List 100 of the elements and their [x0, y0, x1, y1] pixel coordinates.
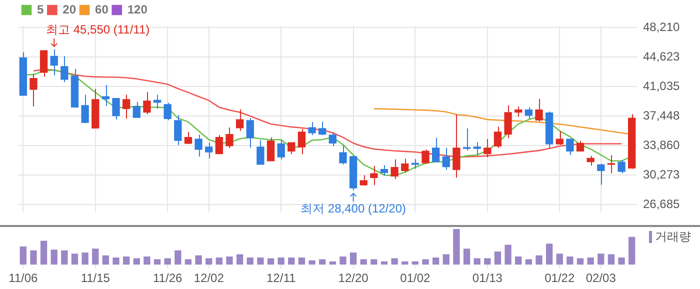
- candlestick: [411, 158, 420, 170]
- x-tick-label: 01/02: [400, 271, 431, 286]
- bar: [402, 261, 408, 265]
- x-tick-label: 12/20: [338, 271, 369, 286]
- bar: [61, 250, 68, 265]
- y-tick-label: 37,448: [643, 108, 680, 122]
- candlestick: [504, 104, 512, 139]
- bar: [432, 258, 440, 265]
- x-tick-label: 02/03: [586, 271, 616, 286]
- bar: [598, 254, 604, 265]
- legend-label: 20: [62, 2, 76, 16]
- bar: [144, 256, 150, 265]
- candlestick: [618, 160, 626, 174]
- bar: [536, 255, 542, 265]
- bar: [122, 256, 130, 265]
- y-tick-label: 44,623: [643, 49, 680, 64]
- bar: [463, 248, 470, 265]
- bar: [412, 261, 419, 265]
- candlestick: [422, 149, 430, 164]
- candlestick: [256, 140, 264, 165]
- x-tick-label: 12/11: [266, 271, 296, 286]
- x-tick-label: 01/13: [472, 271, 503, 286]
- x-tick-label: 12/02: [194, 271, 224, 286]
- candlestick: [143, 92, 151, 115]
- bar: [246, 258, 254, 265]
- y-tick-label: 48,210: [643, 20, 680, 34]
- bar: [164, 258, 171, 265]
- bar: [133, 258, 140, 265]
- legend-label: 거래량: [655, 229, 691, 244]
- bar: [556, 254, 563, 265]
- candlestick: [194, 134, 202, 157]
- candlestick: [81, 94, 89, 124]
- bar: [278, 258, 284, 265]
- bar: [546, 244, 553, 265]
- candlestick: [226, 127, 234, 149]
- bar: [71, 254, 78, 265]
- bar: [40, 240, 48, 265]
- bar: [329, 261, 336, 265]
- bar: [226, 256, 233, 265]
- bar: [587, 258, 594, 265]
- bar: [20, 246, 26, 265]
- bar: [236, 254, 244, 265]
- y-tick-label: 30,273: [643, 167, 680, 182]
- bar: [422, 259, 429, 265]
- bar: [608, 254, 615, 265]
- bar: [174, 250, 182, 265]
- y-tick-label: 41,035: [643, 78, 680, 93]
- bar: [453, 229, 460, 265]
- bar: [515, 256, 522, 265]
- bar: [525, 259, 532, 265]
- bar: [340, 256, 346, 265]
- bar: [350, 252, 357, 265]
- y-tick-label: 33,860: [643, 138, 680, 152]
- candlestick: [205, 142, 213, 159]
- candlestick: [30, 73, 38, 107]
- bar: [474, 258, 480, 265]
- candlestick: [390, 158, 398, 180]
- candlestick: [277, 140, 285, 160]
- bar: [442, 254, 450, 265]
- bar: [288, 258, 295, 265]
- bar: [360, 259, 367, 265]
- bar: [102, 255, 110, 265]
- bar: [184, 259, 192, 265]
- bar: [576, 258, 584, 265]
- bar: [484, 258, 491, 265]
- candlestick: [462, 128, 471, 152]
- bar: [195, 255, 202, 265]
- x-tick-label: 11/15: [80, 271, 110, 286]
- candlestick: [370, 165, 378, 186]
- bar: [267, 258, 274, 265]
- bar: [30, 250, 37, 265]
- candlestick: [535, 98, 543, 122]
- candlestick: [473, 142, 481, 156]
- candlestick: [112, 98, 120, 120]
- candlestick: [339, 144, 347, 165]
- x-tick-label: 01/22: [544, 271, 575, 286]
- candlestick: [60, 56, 68, 83]
- bar: [628, 236, 636, 265]
- bar: [566, 256, 574, 265]
- bar: [92, 248, 99, 265]
- bar: [298, 258, 306, 265]
- candlestick: [566, 138, 574, 156]
- bar: [319, 259, 326, 265]
- y-tick-label: 26,685: [643, 196, 680, 211]
- bar: [504, 244, 512, 265]
- bar: [154, 259, 161, 265]
- candlestick: [102, 84, 110, 106]
- legend-label: 120: [127, 2, 148, 16]
- bar: [494, 251, 502, 265]
- bar: [391, 258, 398, 265]
- bar: [370, 259, 378, 265]
- candlestick: [556, 130, 564, 146]
- x-tick-label: 11/26: [153, 271, 182, 286]
- legend-label: 60: [95, 2, 109, 16]
- candlestick: [308, 121, 316, 136]
- bar: [308, 260, 316, 265]
- legend-label: 5: [37, 2, 44, 16]
- bar: [380, 261, 388, 265]
- bar: [50, 250, 58, 265]
- bar: [112, 258, 120, 265]
